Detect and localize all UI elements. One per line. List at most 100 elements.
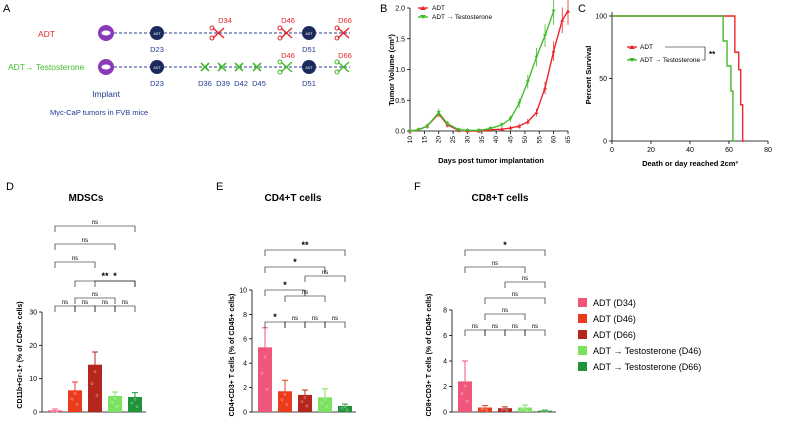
b-data-point (465, 128, 470, 133)
f-y-tick-label: 2 (443, 384, 447, 391)
e-title: CD4+T cells (265, 193, 322, 204)
e-sig-label: * (273, 312, 277, 322)
adt-dot-icon: ADT (302, 60, 316, 74)
mouse-icon (98, 59, 114, 75)
d-data-dot (130, 401, 134, 405)
f-sig-label: ns (472, 324, 478, 330)
d-bar (68, 390, 82, 412)
d-data-dot (110, 401, 114, 404)
d-data-dot (93, 370, 97, 374)
f-data-dot (505, 409, 509, 412)
d-data-dot (115, 405, 119, 408)
f-data-dot (485, 409, 489, 412)
f-bar (498, 408, 512, 412)
f-data-dot (540, 409, 544, 413)
d-sig-label: ns (82, 300, 88, 306)
e-sig-bracket (324, 321, 346, 328)
f-sig-bracket (484, 297, 546, 304)
b-x-tick-label: 60 (551, 136, 558, 144)
d-sig-label: ns (102, 300, 108, 306)
mouse-icon (98, 25, 114, 41)
d-title: MDSCs (68, 193, 103, 204)
panel-e: E CD4+T cells CD4+CD3+ T cells (% of CD4… (216, 181, 356, 417)
legend-swatch (578, 346, 587, 355)
f-sig-label: ns (532, 324, 538, 330)
footnote: Myc-CaP tumors in FVB mice (50, 108, 148, 117)
c-xlabel: Death or day reached 2cm³ (642, 159, 738, 168)
row2-label: ADT→ Testosterone (8, 62, 85, 72)
panel-b: B Tumor Volume (cm³) Days post tumor imp… (380, 0, 572, 165)
c-sig-label: ** (709, 50, 716, 59)
d-sig-bracket (54, 305, 76, 312)
b-data-point (488, 127, 493, 131)
e-sig-label: * (283, 280, 287, 290)
d-sig-label: ns (72, 256, 78, 262)
e-sig-label: * (293, 257, 297, 267)
e-data-dot (265, 388, 269, 391)
f-data-dot (483, 406, 487, 410)
c-legend: ADT ADT → Testosterone ** (627, 44, 716, 64)
e-sig-label: ns (322, 270, 328, 276)
f-ylabel: CD8+CD3+ T cells (% of CD45+ cells) (426, 294, 433, 417)
d-y-tick-label: 20 (29, 343, 37, 350)
b-x-tick-label: 65 (565, 136, 572, 144)
row1-dot1-day: D23 (150, 45, 164, 54)
b-x-tick-label: 50 (522, 136, 529, 144)
b-data-point (416, 128, 421, 132)
row2-x-day: D42 (234, 79, 248, 88)
e-bar (298, 394, 312, 412)
e-data-dot (283, 393, 287, 396)
f-y-tick-label: 0 (443, 410, 447, 417)
e-data-dot (343, 405, 347, 409)
d-sig-bracket (74, 297, 116, 304)
c-y-tick-label: 50 (599, 76, 607, 83)
e-data-dot (325, 405, 329, 409)
b-series-group (408, 0, 570, 133)
d-y-tick-label: 30 (29, 310, 37, 317)
f-sig-label: ns (522, 276, 528, 282)
e-sig-label: ns (332, 316, 338, 322)
b-x-tick-label: 20 (436, 136, 443, 144)
b-data-point (445, 122, 450, 126)
row1-dot1-text: ADT (154, 32, 162, 36)
e-bar (338, 405, 352, 412)
b-data-point (566, 9, 570, 13)
f-data-dot (500, 408, 504, 411)
scissors-icon (277, 59, 293, 75)
panel-d: D MDSCs CD11b+Gr-1+ (% of CD45+ cells) 0… (6, 181, 146, 417)
b-data-point (476, 128, 481, 133)
d-ylabel: CD11b+Gr-1+ (% of CD45+ cells) (17, 301, 24, 408)
e-sig-bracket (304, 321, 326, 328)
c-ylabel: Percent Survival (584, 46, 593, 105)
d-y-tick-label: 10 (29, 376, 37, 383)
b-x-tick-label: 10 (407, 136, 414, 144)
d-sig-label: ns (62, 300, 68, 306)
row1-scissor2-day: D46 (281, 16, 295, 25)
row1-scissor1-day: D34 (218, 16, 232, 25)
d-data-dot (95, 394, 99, 397)
f-chart: 0 2 4 6 8 * ns ns ns ns ns ns ns ns (443, 240, 556, 417)
f-data-dot (520, 408, 524, 411)
f-bar (478, 407, 492, 412)
panel-c: C Percent Survival Death or day reached … (578, 3, 772, 168)
row2-dot2-text: ADT (306, 66, 314, 70)
b-data-point (525, 80, 530, 84)
b-ylabel: Tumor Volume (cm³) (387, 34, 396, 106)
e-sig-bracket (264, 289, 306, 296)
row2-dot1-text: ADT (154, 66, 162, 70)
d-data-dot (75, 403, 79, 406)
injection-x-icon (217, 62, 227, 72)
f-data-dot (460, 392, 464, 395)
scissors-icon (277, 25, 293, 41)
f-sig-label: ns (492, 261, 498, 267)
legend-label: ADT (D46) (593, 314, 636, 324)
e-y-tick-label: 8 (243, 312, 247, 319)
panel-letter-b: B (380, 3, 387, 15)
b-series-line (409, 10, 555, 132)
c-x-tick-label: 80 (764, 147, 772, 154)
injection-x-icon (234, 62, 244, 72)
b-x-tick-label: 15 (421, 136, 428, 144)
scissors-icon (209, 25, 225, 41)
